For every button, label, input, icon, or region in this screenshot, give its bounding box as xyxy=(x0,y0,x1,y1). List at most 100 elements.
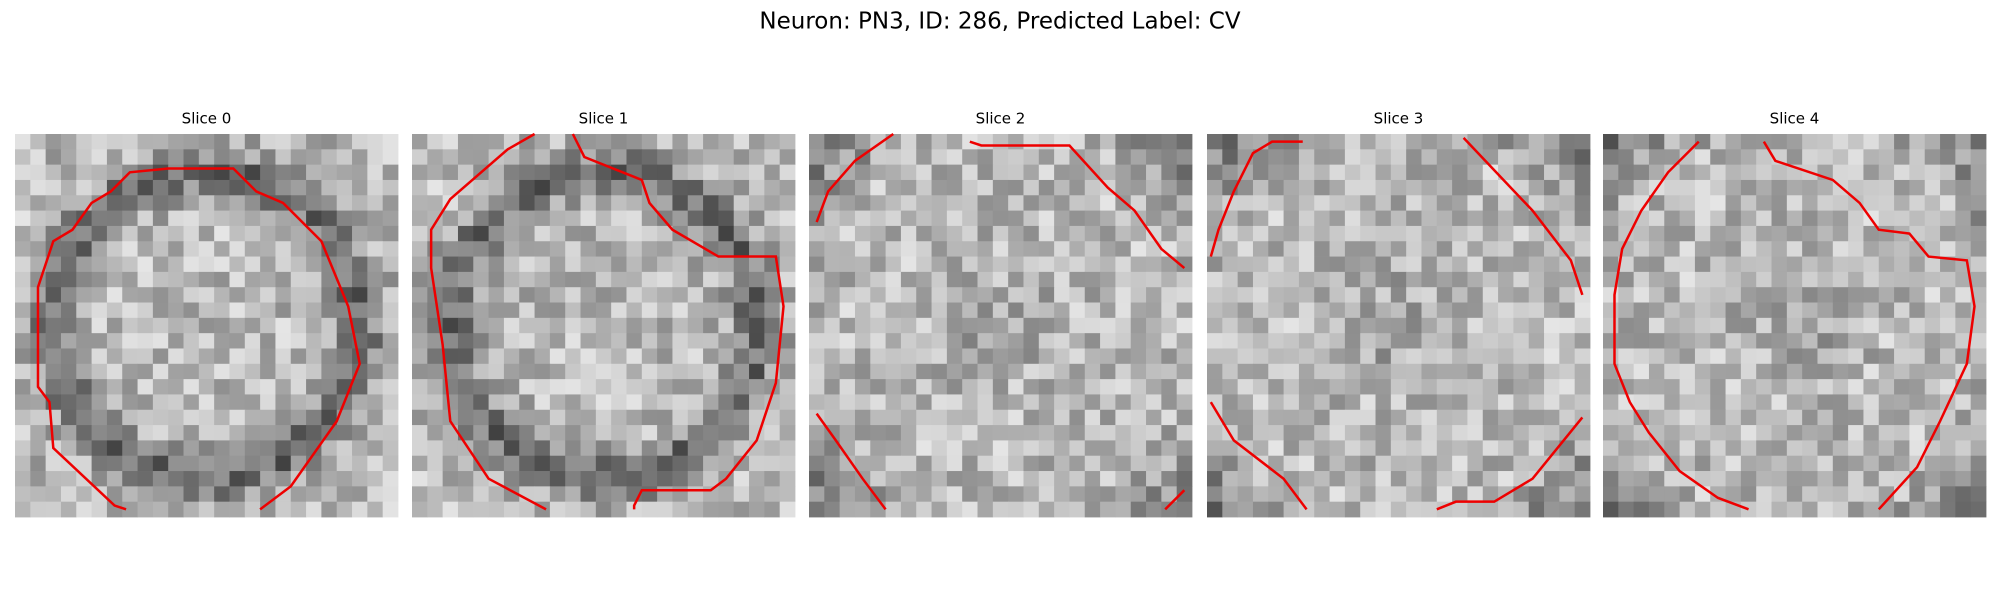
pixel xyxy=(900,409,917,426)
pixel xyxy=(336,455,353,472)
pixel xyxy=(1955,149,1972,166)
pixel xyxy=(1603,134,1619,150)
pixel xyxy=(1848,379,1864,395)
pixel xyxy=(549,333,566,349)
pixel xyxy=(1725,394,1742,411)
pixel xyxy=(519,179,535,196)
pixel xyxy=(1329,455,1346,472)
pixel xyxy=(1498,134,1514,150)
pixel xyxy=(473,425,489,441)
pixel xyxy=(106,195,123,211)
pixel xyxy=(1528,271,1545,288)
pixel xyxy=(1559,425,1576,441)
pixel xyxy=(122,149,138,166)
pixel xyxy=(260,241,276,257)
pixel xyxy=(565,317,581,334)
pixel xyxy=(1817,455,1834,472)
pixel xyxy=(1436,241,1453,257)
pixel xyxy=(626,501,643,518)
pixel xyxy=(1559,409,1576,426)
pixel xyxy=(1115,164,1132,181)
pixel xyxy=(1618,409,1635,426)
pixel xyxy=(1940,149,1956,166)
pixel xyxy=(457,164,474,181)
pixel xyxy=(1756,287,1772,303)
pixel xyxy=(718,486,735,503)
pixel xyxy=(1054,471,1070,487)
pixel xyxy=(1740,333,1757,349)
pixel xyxy=(503,225,520,242)
pixel xyxy=(931,225,948,242)
pixel xyxy=(733,179,750,196)
pixel xyxy=(1467,256,1484,273)
pixel xyxy=(580,455,597,472)
pixel xyxy=(565,210,581,227)
pixel xyxy=(336,225,353,242)
pixel xyxy=(687,379,704,395)
pixel xyxy=(1955,425,1972,441)
pixel xyxy=(1452,394,1468,411)
pixel xyxy=(1360,287,1376,303)
pixel xyxy=(779,409,796,426)
pixel xyxy=(1038,241,1055,257)
pixel xyxy=(1146,425,1162,441)
pixel xyxy=(992,486,1009,503)
pixel xyxy=(1268,501,1284,518)
pixel xyxy=(1710,379,1726,395)
pixel xyxy=(1482,440,1499,457)
pixel xyxy=(1544,379,1560,395)
pixel xyxy=(565,241,581,257)
pixel xyxy=(1329,210,1346,227)
pixel xyxy=(611,271,627,288)
pixel xyxy=(657,440,673,457)
pixel xyxy=(733,271,750,288)
pixel xyxy=(900,302,917,319)
pixel xyxy=(626,195,643,211)
pixel xyxy=(1084,302,1101,319)
pixel xyxy=(1100,134,1116,150)
pixel xyxy=(1955,455,1972,472)
pixel xyxy=(1069,486,1086,503)
pixel xyxy=(1694,225,1711,242)
pixel xyxy=(45,225,62,242)
pixel xyxy=(1559,455,1576,472)
pixel xyxy=(442,134,459,150)
pixel xyxy=(488,409,505,426)
pixel xyxy=(1406,471,1422,487)
pixel xyxy=(703,333,719,349)
pixel xyxy=(779,164,796,181)
pixel xyxy=(718,210,735,227)
pixel xyxy=(839,225,856,242)
pixel xyxy=(229,302,246,319)
pixel xyxy=(1237,501,1254,518)
pixel xyxy=(1436,149,1453,166)
pixel xyxy=(1329,256,1346,273)
pixel xyxy=(260,225,276,242)
pixel xyxy=(1679,256,1696,273)
pixel xyxy=(931,256,948,273)
pixel xyxy=(1633,241,1650,257)
pixel xyxy=(336,440,353,457)
pixel xyxy=(1237,179,1254,196)
pixel xyxy=(1648,210,1665,227)
pixel xyxy=(152,425,169,441)
pixel xyxy=(488,317,505,334)
pixel xyxy=(503,271,520,288)
pixel xyxy=(626,471,643,487)
pixel xyxy=(122,379,138,395)
pixel xyxy=(30,179,47,196)
pixel xyxy=(30,134,47,150)
pixel xyxy=(183,256,200,273)
pixel xyxy=(580,440,597,457)
pixel xyxy=(412,440,428,457)
pixel xyxy=(870,394,886,411)
pixel xyxy=(106,241,123,257)
pixel xyxy=(106,363,123,380)
pixel xyxy=(931,195,948,211)
pixel xyxy=(1069,134,1086,150)
pixel xyxy=(457,394,474,411)
pixel xyxy=(76,501,92,518)
pixel xyxy=(839,179,856,196)
pixel xyxy=(1848,425,1864,441)
pixel xyxy=(1130,471,1147,487)
